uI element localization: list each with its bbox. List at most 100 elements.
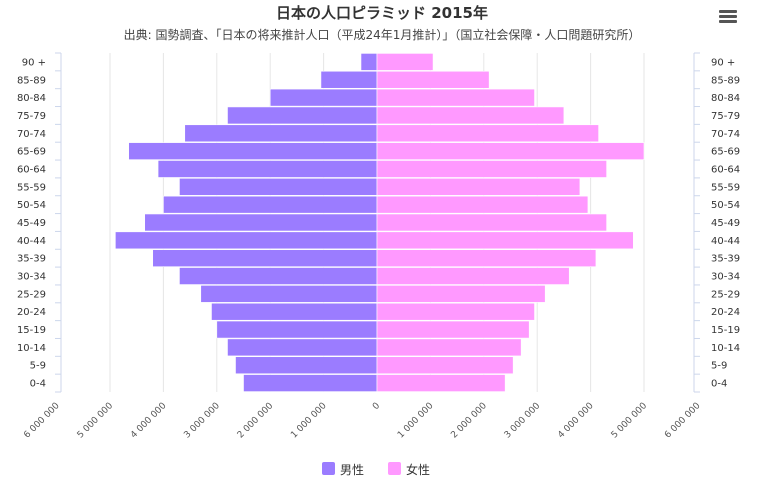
x-tick-label: 1 000 000 [396, 401, 436, 441]
bar-female-85-89 [376, 70, 490, 89]
bars [115, 53, 645, 392]
x-tick-label: 3 000 000 [182, 401, 222, 441]
bar-female-60-64 [376, 160, 607, 178]
left-category-label: 90 + [22, 57, 46, 68]
bar-male-85-89 [320, 70, 378, 89]
bar-female-90 [376, 53, 434, 71]
bar-female-55-59 [376, 177, 581, 196]
bar-male-90 [360, 53, 378, 71]
right-category-label: 50-54 [711, 200, 740, 211]
chart-title: 日本の人口ピラミッド 2015年 [276, 4, 488, 22]
bar-female-65-69 [376, 142, 645, 160]
bar-male-40-44 [115, 231, 378, 250]
left-category-label: 80-84 [17, 93, 46, 104]
x-tick-label: 5 000 000 [610, 401, 650, 441]
bar-female-25-29 [376, 285, 546, 303]
bar-female-80-84 [376, 88, 535, 107]
right-category-label: 0-4 [711, 379, 727, 390]
x-tick-label: 0 [371, 401, 382, 412]
bar-male-5-9 [235, 356, 378, 375]
x-tick-label: 4 000 000 [129, 401, 169, 441]
right-category-label: 30-34 [711, 272, 740, 283]
left-category-label: 65-69 [17, 147, 46, 158]
right-category-label: 20-24 [711, 307, 740, 318]
right-category-label: 55-59 [711, 182, 740, 193]
x-tick-label: 5 000 000 [76, 401, 116, 441]
legend-item-female[interactable]: 女性 [388, 462, 430, 477]
right-category-label: 25-29 [711, 289, 740, 300]
x-tick-label: 6 000 000 [663, 401, 703, 441]
left-category-label: 0-4 [30, 379, 46, 390]
legend-swatch [388, 462, 401, 475]
bar-male-75-79 [227, 106, 378, 125]
left-category-label: 45-49 [17, 218, 46, 229]
bar-male-65-69 [128, 142, 378, 160]
legend-label: 男性 [340, 463, 364, 477]
bar-female-45-49 [376, 213, 607, 232]
left-category-label: 30-34 [17, 272, 46, 283]
left-category-label: 55-59 [17, 182, 46, 193]
left-category-label: 85-89 [17, 75, 46, 86]
bar-male-60-64 [157, 160, 378, 178]
bar-female-50-54 [376, 195, 589, 214]
left-category-label: 15-19 [17, 325, 46, 336]
right-category-label: 45-49 [711, 218, 740, 229]
left-category-label: 75-79 [17, 111, 46, 122]
right-category-label: 40-44 [711, 236, 740, 247]
bar-female-20-24 [376, 302, 535, 321]
right-category-label: 10-14 [711, 343, 740, 354]
x-tick-label: 2 000 000 [449, 401, 489, 441]
left-category-label: 40-44 [17, 236, 46, 247]
right-category-label: 15-19 [711, 325, 740, 336]
chart-subtitle: 出典: 国勢調査、「日本の将来推計人口（平成24年1月推計）」（国立社会保障・人… [123, 28, 641, 42]
right-category-label: 65-69 [711, 147, 740, 158]
right-category-label: 5-9 [711, 361, 727, 372]
bar-male-45-49 [144, 213, 378, 232]
bar-male-30-34 [179, 267, 378, 285]
bar-female-40-44 [376, 231, 634, 250]
left-category-label: 60-64 [17, 164, 46, 175]
bar-female-30-34 [376, 267, 570, 285]
right-category-label: 90 + [711, 57, 735, 68]
bar-female-10-14 [376, 338, 522, 357]
bar-male-70-74 [184, 124, 378, 143]
left-category-label: 35-39 [17, 254, 46, 265]
x-tick-label: 2 000 000 [236, 401, 276, 441]
left-category-label: 70-74 [17, 129, 46, 140]
bar-female-70-74 [376, 124, 599, 143]
bar-male-50-54 [163, 195, 378, 214]
bar-male-55-59 [179, 177, 378, 196]
bar-male-25-29 [200, 285, 378, 303]
x-tick-label: 3 000 000 [503, 401, 543, 441]
right-category-label: 80-84 [711, 93, 740, 104]
legend: 男性 女性 [322, 462, 430, 477]
legend-label: 女性 [406, 462, 430, 477]
x-tick-label: 1 000 000 [289, 401, 329, 441]
bar-female-35-39 [376, 249, 597, 268]
right-category-label: 75-79 [711, 111, 740, 122]
bar-male-35-39 [152, 249, 378, 268]
bar-male-80-84 [269, 88, 378, 107]
right-category-label: 70-74 [711, 129, 740, 140]
x-tick-label: 4 000 000 [556, 401, 596, 441]
bar-female-5-9 [376, 356, 514, 375]
left-category-label: 50-54 [17, 200, 46, 211]
legend-item-male[interactable]: 男性 [322, 462, 364, 477]
bar-female-75-79 [376, 106, 565, 125]
left-category-label: 20-24 [17, 307, 46, 318]
bar-male-15-19 [216, 320, 378, 339]
right-category-label: 85-89 [711, 75, 740, 86]
left-category-label: 10-14 [17, 343, 46, 354]
bar-male-10-14 [227, 338, 378, 357]
x-tick-label: 6 000 000 [22, 401, 62, 441]
left-category-label: 5-9 [30, 361, 46, 372]
legend-swatch [322, 462, 335, 475]
bar-female-0-4 [376, 374, 506, 392]
bar-female-15-19 [376, 320, 530, 339]
right-category-label: 60-64 [711, 164, 740, 175]
bar-male-20-24 [211, 302, 378, 321]
right-category-label: 35-39 [711, 254, 740, 265]
bar-male-0-4 [243, 374, 378, 392]
menu-icon[interactable] [716, 8, 740, 28]
